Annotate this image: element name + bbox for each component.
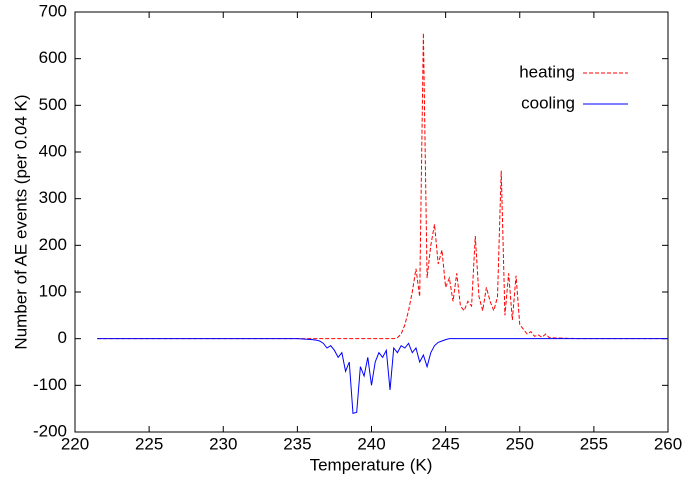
y-tick-label: -200 [33,421,67,440]
y-tick-label: 100 [39,281,67,300]
x-tick-label: 255 [580,434,608,453]
x-tick-label: 220 [61,434,89,453]
series-line [97,338,668,414]
y-tick-label: -100 [33,375,67,394]
y-tick-label: 500 [39,95,67,114]
y-axis-label: Number of AE events (per 0.04 K) [11,94,30,349]
x-tick-label: 235 [283,434,311,453]
x-tick-label: 245 [431,434,459,453]
legend-label: heating [519,62,575,81]
plot-frame [74,11,669,433]
y-tick-label: 200 [39,235,67,254]
y-tick-label: 400 [39,141,67,160]
y-tick-label: 600 [39,48,67,67]
y-tick-label: 300 [39,188,67,207]
x-tick-label: 230 [209,434,237,453]
legend-label: cooling [521,93,575,112]
x-tick-label: 250 [506,434,534,453]
series-line [97,32,668,340]
x-tick-label: 240 [357,434,385,453]
y-tick-label: 700 [39,1,67,20]
x-tick-label: 225 [135,434,163,453]
y-tick-label: 0 [58,328,67,347]
x-tick-label: 260 [654,434,682,453]
x-axis-label: Temperature (K) [310,455,433,474]
